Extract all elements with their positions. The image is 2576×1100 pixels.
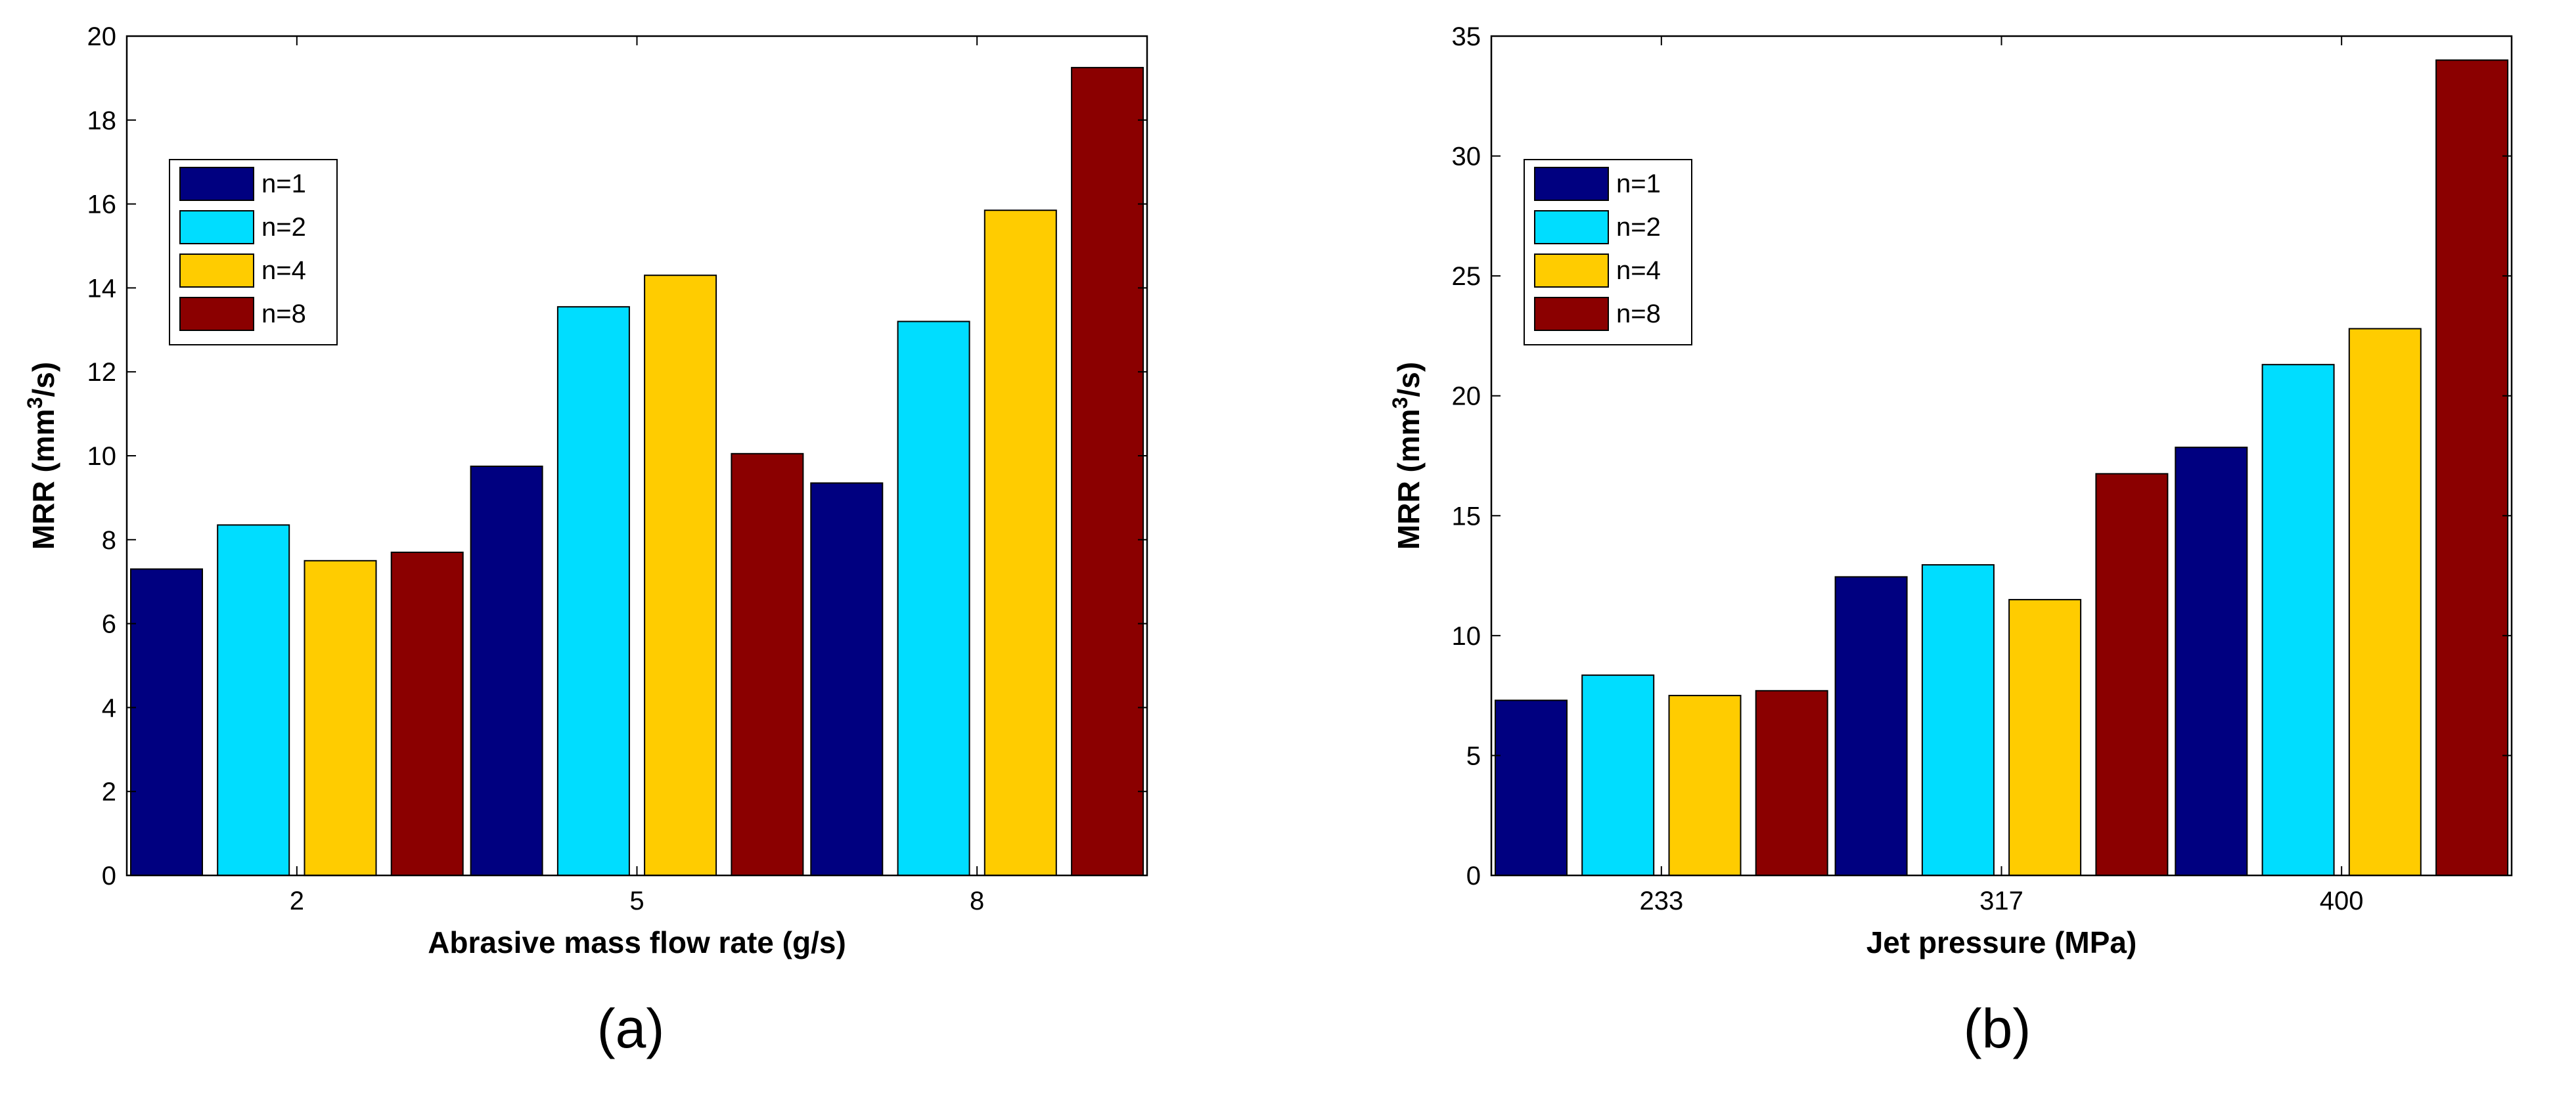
y-tick-label: 30 (1452, 143, 1481, 171)
bar-n8-8 (1071, 66, 1144, 876)
x-axis-label: Abrasive mass flow rate (g/s) (428, 925, 846, 959)
bar-n2-317 (1921, 564, 1995, 876)
bar-n1-233 (1495, 699, 1568, 877)
x-tick-label: 233 (1639, 887, 1683, 915)
y-tick-label: 0 (102, 862, 116, 891)
y-axis-label: MRR (mm3/s) (1388, 362, 1426, 550)
legend: n=1 n=2 n=4 n=8 (169, 159, 338, 345)
y-tick-label: 10 (87, 442, 117, 471)
bar-n1-2 (130, 568, 203, 876)
legend-swatch (1534, 167, 1609, 201)
bar-n1-8 (810, 482, 884, 876)
legend-label: n=4 (261, 256, 306, 285)
chart-panel-b: 0 5 10 15 20 25 30 35 233 317 400 Jet pressure (MPa… (1388, 22, 2513, 1059)
legend-label: n=8 (1616, 299, 1661, 328)
bar-n4-8 (983, 209, 1057, 876)
y-tick-label: 20 (87, 22, 117, 51)
bar-n2-233 (1581, 674, 1655, 876)
bar-n8-317 (2095, 473, 2169, 876)
y-tick-label: 12 (87, 358, 117, 387)
bar-n2-8 (897, 320, 970, 876)
bar-n8-400 (2435, 59, 2509, 876)
y-tick-label: 0 (1466, 862, 1481, 891)
legend-label: n=4 (1616, 256, 1661, 285)
y-tick-label: 5 (1466, 741, 1481, 770)
y-tick-label: 35 (1452, 22, 1481, 51)
legend-swatch (179, 210, 254, 244)
y-tick-label: 15 (1452, 502, 1481, 531)
y-axis-label: MRR (mm3/s) (23, 362, 60, 550)
y-tick-label: 14 (87, 274, 117, 303)
x-tick-label: 5 (629, 887, 644, 915)
bar-n1-400 (2175, 447, 2248, 876)
y-tick-label: 6 (102, 610, 116, 639)
bar-n8-2 (390, 552, 464, 876)
y-tick-label: 10 (1452, 622, 1481, 651)
legend-swatch (1534, 210, 1609, 244)
legend-label: n=1 (261, 169, 306, 198)
x-tick-label: 400 (2320, 887, 2364, 915)
y-tick-label: 4 (102, 693, 116, 722)
chart-panel-a: 0 2 4 6 8 10 12 14 16 18 20 2 5 8 Abrasive mass flow r… (23, 22, 1148, 1059)
legend-label: n=2 (1616, 213, 1661, 242)
x-tick-label: 8 (970, 887, 984, 915)
x-tick-label: 2 (290, 887, 304, 915)
bar-n1-5 (470, 466, 543, 876)
panel-caption: (a) (597, 998, 665, 1059)
bar-n4-317 (2008, 599, 2082, 876)
bar-n2-2 (217, 524, 290, 876)
legend-swatch (179, 297, 254, 331)
legend-label: n=2 (261, 213, 306, 242)
bar-n4-400 (2348, 328, 2422, 876)
bar-n8-5 (731, 452, 804, 876)
y-tick-label: 16 (87, 190, 117, 219)
y-tick-label: 18 (87, 106, 117, 135)
y-tick-label: 25 (1452, 262, 1481, 291)
legend-swatch (179, 253, 254, 288)
bar-n8-233 (1755, 690, 1828, 877)
x-axis-label: Jet pressure (MPa) (1866, 925, 2137, 959)
bar-n4-5 (644, 275, 717, 876)
legend-swatch (1534, 253, 1609, 288)
bar-n4-233 (1668, 695, 1742, 876)
legend-label: n=8 (261, 299, 306, 328)
legend-swatch (1534, 297, 1609, 331)
y-tick-label: 2 (102, 778, 116, 806)
legend: n=1 n=2 n=4 n=8 (1524, 159, 1692, 345)
bar-n2-5 (556, 306, 630, 876)
bar-n4-2 (304, 560, 377, 877)
bar-n1-317 (1834, 576, 1908, 877)
legend-swatch (179, 167, 254, 201)
x-tick-label: 317 (1979, 887, 2023, 915)
legend-label: n=1 (1616, 169, 1661, 198)
y-tick-label: 20 (1452, 382, 1481, 411)
panel-caption: (b) (1964, 998, 2031, 1059)
bar-n2-400 (2261, 364, 2335, 876)
y-tick-label: 8 (102, 526, 116, 555)
